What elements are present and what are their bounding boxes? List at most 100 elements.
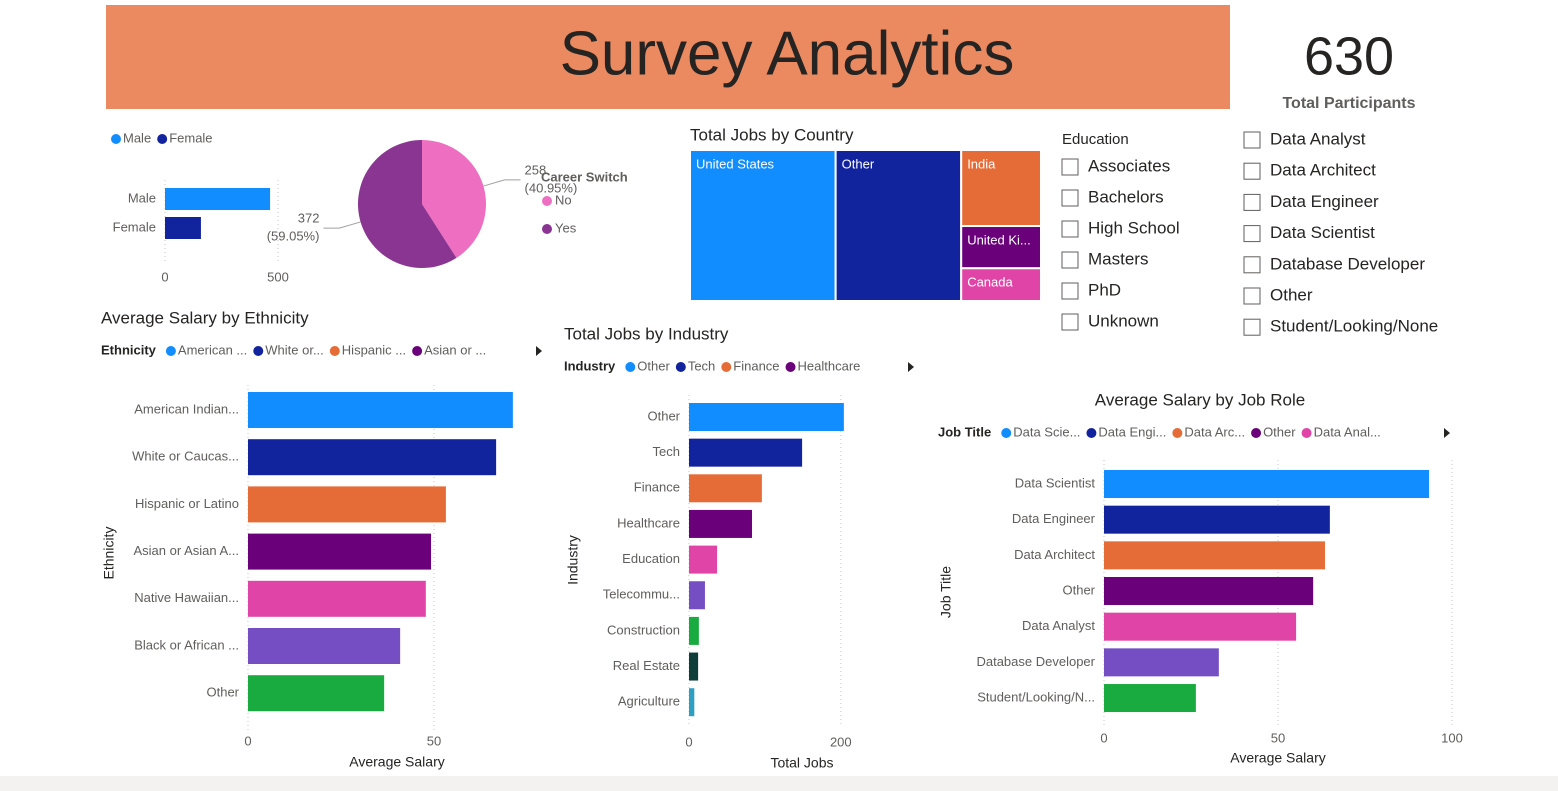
treemap-label: India — [967, 156, 996, 171]
legend-item[interactable]: American ... — [178, 342, 247, 357]
legend-scroll-arrow[interactable] — [536, 346, 542, 356]
bar[interactable] — [248, 439, 497, 476]
bar[interactable] — [689, 474, 762, 503]
legend-item[interactable]: Finance — [733, 358, 779, 373]
bar[interactable] — [1104, 612, 1297, 641]
slicer-item[interactable]: Student/Looking/None — [1270, 317, 1438, 336]
slicer-checkbox[interactable] — [1243, 131, 1261, 149]
legend-marker — [1301, 428, 1312, 438]
treemap-cell[interactable] — [960, 149, 1042, 228]
bar[interactable] — [689, 688, 695, 717]
slicer-checkbox[interactable] — [1243, 287, 1261, 305]
slicer-item[interactable]: Data Analyst — [1270, 129, 1366, 148]
slicer-checkbox[interactable] — [1061, 220, 1079, 238]
legend-item[interactable]: Female — [169, 130, 212, 145]
slicer-item[interactable]: Unknown — [1088, 311, 1159, 330]
legend-item[interactable]: Data Arc... — [1184, 424, 1245, 439]
bar[interactable] — [248, 675, 385, 712]
legend-scroll-arrow[interactable] — [1444, 428, 1450, 438]
x-axis-title: Average Salary — [1230, 750, 1325, 766]
legend-marker — [785, 362, 796, 372]
bar[interactable] — [689, 616, 699, 645]
treemap-cell[interactable] — [960, 225, 1042, 270]
treemap-cell[interactable] — [689, 149, 837, 302]
bar[interactable] — [1104, 505, 1330, 534]
slicer-checkbox[interactable] — [1243, 162, 1261, 180]
bar[interactable] — [248, 580, 426, 617]
pie-slice[interactable] — [358, 140, 457, 268]
header-banner — [106, 5, 1230, 109]
x-tick-label: 0 — [685, 734, 692, 749]
bar[interactable] — [689, 652, 699, 681]
legend-title: Job Title — [938, 424, 991, 439]
legend-item[interactable]: Yes — [555, 220, 577, 235]
y-tick-label: Data Architect — [1014, 547, 1095, 562]
treemap-cell[interactable] — [960, 267, 1042, 303]
bar[interactable] — [1104, 684, 1196, 713]
bar[interactable] — [1104, 577, 1314, 606]
slicer-checkbox[interactable] — [1061, 282, 1079, 300]
y-tick-label: Other — [206, 685, 239, 700]
bar[interactable] — [248, 392, 513, 428]
slicer-checkbox[interactable] — [1243, 225, 1261, 243]
slicer-checkbox[interactable] — [1061, 158, 1079, 176]
x-axis-title: Total Jobs — [770, 755, 833, 771]
slicer-item[interactable]: Data Architect — [1270, 161, 1376, 180]
legend-item[interactable]: Healthcare — [798, 358, 861, 373]
slicer-checkbox[interactable] — [1243, 256, 1261, 274]
legend-item[interactable]: White or... — [265, 342, 324, 357]
slicer-checkbox[interactable] — [1061, 251, 1079, 269]
bar[interactable] — [1104, 648, 1219, 677]
data-label: (40.95%) — [525, 180, 578, 195]
pie-slice[interactable] — [422, 140, 487, 258]
legend-item[interactable]: Hispanic ... — [342, 342, 406, 357]
y-tick-label: Database Developer — [976, 654, 1095, 669]
slicer-item[interactable]: Other — [1270, 285, 1313, 304]
bar[interactable] — [248, 486, 446, 523]
bar[interactable] — [689, 509, 753, 538]
bar[interactable] — [689, 438, 803, 467]
legend-item[interactable]: No — [555, 192, 572, 207]
slicer-item[interactable]: Database Developer — [1270, 254, 1425, 273]
bar[interactable] — [165, 188, 271, 210]
slicer-checkbox[interactable] — [1243, 318, 1261, 336]
slicer-checkbox[interactable] — [1243, 193, 1261, 211]
legend-item[interactable]: Asian or ... — [424, 342, 486, 357]
y-tick-label: Other — [1062, 582, 1095, 597]
bar[interactable] — [1104, 541, 1325, 570]
y-tick-label: American Indian... — [134, 401, 239, 416]
legend-item[interactable]: Tech — [688, 358, 715, 373]
x-tick-label: 50 — [427, 733, 441, 748]
bar[interactable] — [689, 545, 718, 574]
slicer-item[interactable]: Data Scientist — [1270, 223, 1375, 242]
slicer-item[interactable]: High School — [1088, 218, 1180, 237]
y-axis-title: Job Title — [938, 566, 954, 618]
y-tick-label: Real Estate — [613, 658, 680, 673]
legend-item[interactable]: Other — [637, 358, 670, 373]
bar[interactable] — [165, 217, 201, 239]
slicer-checkbox[interactable] — [1061, 313, 1079, 331]
treemap-cell[interactable] — [834, 149, 963, 302]
y-tick-label: Telecommu... — [603, 587, 680, 602]
bar[interactable] — [248, 533, 432, 570]
bar[interactable] — [248, 628, 401, 664]
legend-item[interactable]: Male — [123, 130, 151, 145]
legend-scroll-arrow[interactable] — [908, 362, 914, 372]
legend-marker — [165, 346, 176, 356]
legend-item[interactable]: Data Engi... — [1098, 424, 1166, 439]
slicer-item[interactable]: Masters — [1088, 249, 1148, 268]
bar[interactable] — [689, 403, 844, 431]
bar[interactable] — [689, 581, 705, 610]
slicer-item[interactable]: Associates — [1088, 156, 1170, 175]
slicer-item[interactable]: Bachelors — [1088, 187, 1164, 206]
slicer-checkbox[interactable] — [1061, 189, 1079, 207]
x-tick-label: 500 — [267, 269, 289, 284]
bar[interactable] — [1104, 470, 1430, 498]
slicer-item[interactable]: PhD — [1088, 280, 1121, 299]
slicer-item[interactable]: Data Engineer — [1270, 192, 1379, 211]
legend-item[interactable]: Data Scie... — [1013, 424, 1080, 439]
legend-item[interactable]: Data Anal... — [1314, 424, 1381, 439]
legend-item[interactable]: Other — [1263, 424, 1296, 439]
y-tick-label: Construction — [607, 622, 680, 637]
